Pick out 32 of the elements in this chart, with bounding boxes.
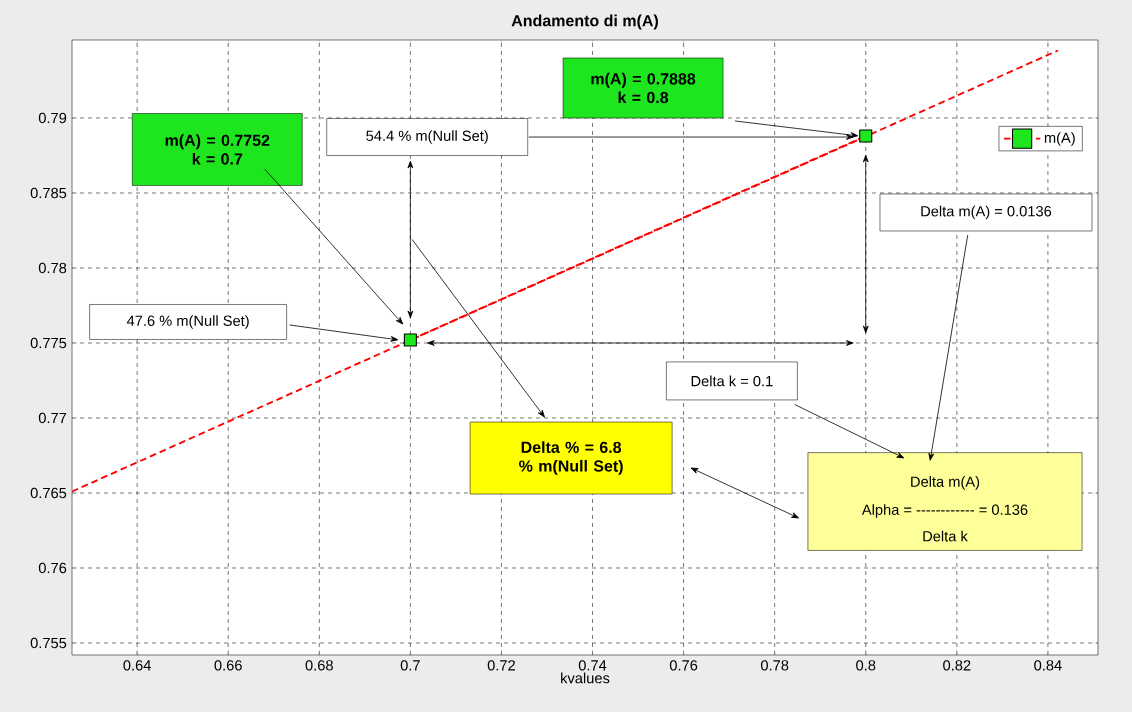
y-tick-label: 0.78 <box>38 262 67 274</box>
x-tick-label: 0.74 <box>578 660 607 671</box>
y-tick-label: 0.785 <box>30 187 67 199</box>
x-tick-label: 0.76 <box>669 660 698 671</box>
annotation: Delta m(A) <box>911 476 980 490</box>
x-tick-label: 0.64 <box>123 660 151 671</box>
y-tick-label: 0.77 <box>38 412 67 424</box>
y-tick-label: 0.775 <box>30 337 67 349</box>
x-axis-title: kvalues <box>561 672 610 684</box>
annotation: Delta k = 0.1 <box>691 375 773 387</box>
annotation: Delta % = 6.8 % m(Null Set) <box>519 441 623 475</box>
x-tick-label: 0.82 <box>943 660 971 671</box>
x-tick-label: 0.84 <box>1034 660 1062 671</box>
x-tick-label: 0.72 <box>487 660 515 671</box>
x-tick-label: 0.78 <box>760 660 789 671</box>
annotation: Delta m(A) = 0.0136 <box>921 205 1052 220</box>
annotation: Alpha = ------------ = 0.136 <box>861 504 1028 518</box>
y-tick-label: 0.76 <box>38 562 67 574</box>
annotation: m(A) = 0.7752 k = 0.7 <box>165 134 270 165</box>
x-tick-label: 0.7 <box>400 660 420 671</box>
annotation: 47.6 % m(Null Set) <box>126 315 249 329</box>
annotation: 54.4 % m(Null Set) <box>366 130 488 144</box>
x-tick-label: 0.68 <box>305 660 333 671</box>
legend-label: m(A) <box>1044 132 1075 146</box>
x-tick-label: 0.8 <box>856 660 876 671</box>
x-tick-label: 0.66 <box>214 660 242 671</box>
chart-title: Andamento di m(A) <box>511 14 658 30</box>
y-tick-label: 0.755 <box>30 637 67 649</box>
y-tick-label: 0.765 <box>30 487 67 499</box>
annotation: m(A) = 0.7888 k = 0.8 <box>591 72 696 104</box>
y-tick-label: 0.79 <box>38 112 67 124</box>
annotation: Delta k <box>923 530 968 542</box>
